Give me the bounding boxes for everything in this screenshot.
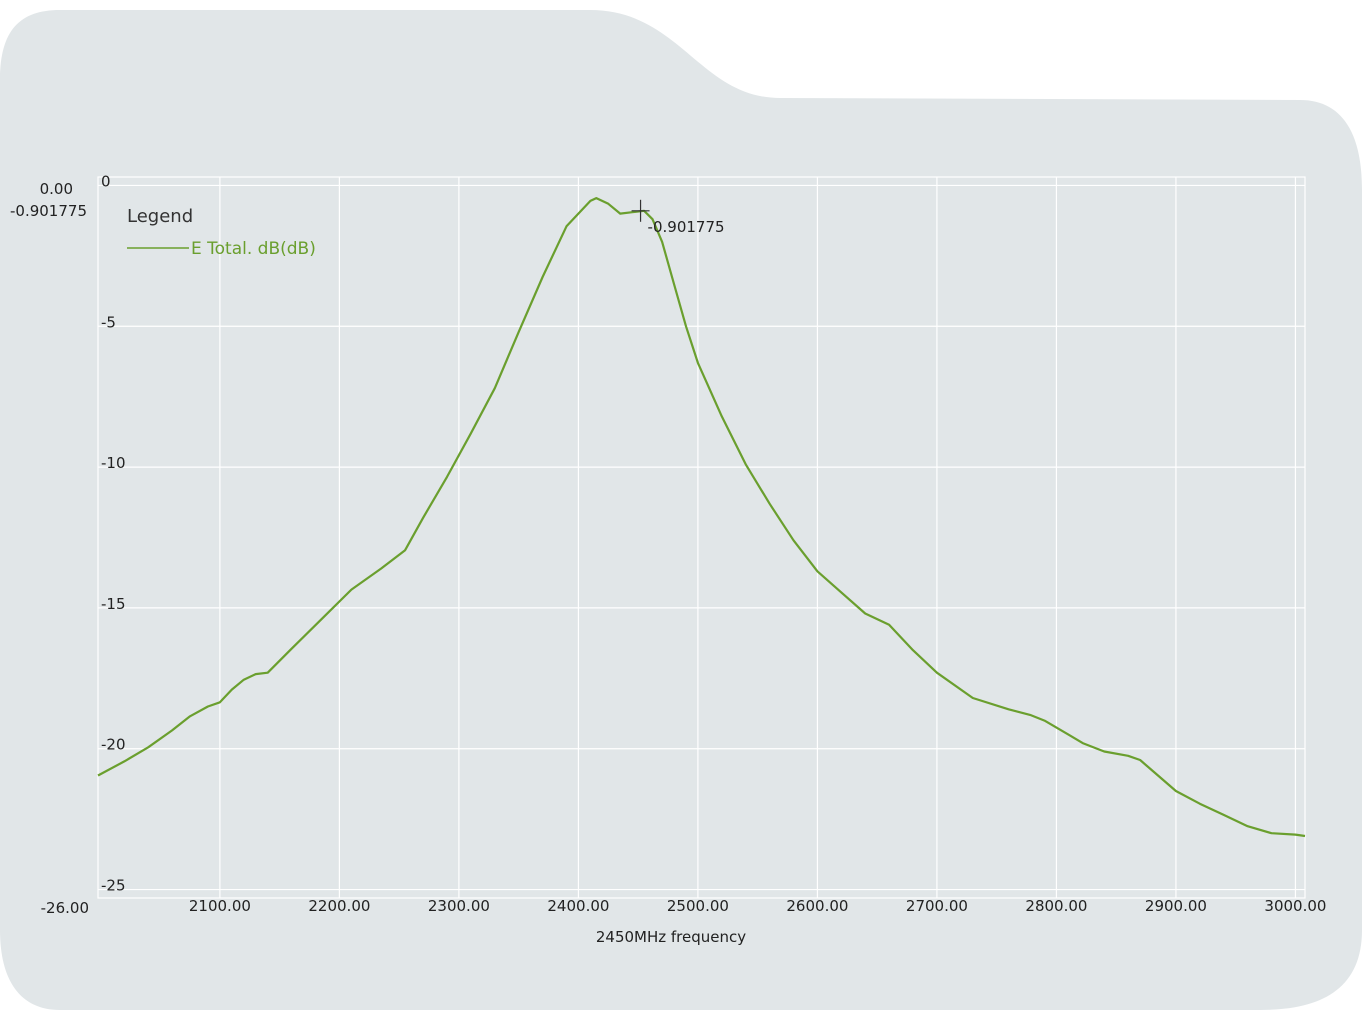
x-tick-label: 2800.00 (1025, 897, 1087, 915)
x-tick-label: 2200.00 (308, 897, 370, 915)
x-tick-label: 2100.00 (189, 897, 251, 915)
legend-entry-label: E Total. dB(dB) (191, 239, 316, 259)
y-tick-label: -5 (101, 313, 116, 331)
y-range-max-label: 0.00 (40, 180, 73, 198)
chart-background-panel (0, 10, 1362, 1010)
x-tick-labels: 2100.00 2200.00 2300.00 2400.00 2500.00 2600.… (189, 897, 1327, 915)
x-tick-label: 2300.00 (428, 897, 490, 915)
marker-layer: -0.901775 (631, 199, 725, 236)
grid-lines (97, 176, 1306, 899)
x-tick-label: 3000.00 (1264, 897, 1326, 915)
y-range-peak-label: -0.901775 (10, 202, 87, 220)
y-tick-label: -20 (101, 736, 126, 754)
x-tick-label: 2400.00 (547, 897, 609, 915)
x-tick-label: 2600.00 (786, 897, 848, 915)
legend: Legend E Total. dB(dB) (127, 206, 316, 259)
marker-value-label: -0.901775 (648, 218, 725, 236)
y-tick-labels: 0 -5 -10 -15 -20 -25 (101, 172, 126, 894)
y-range-min-label: -26.00 (41, 899, 89, 917)
y-tick-label: -15 (101, 595, 126, 613)
x-axis-label: 2450MHz frequency (596, 928, 746, 946)
y-tick-label: -25 (101, 877, 126, 895)
series-layer (97, 197, 1306, 838)
y-tick-label: -10 (101, 454, 126, 472)
x-tick-label: 2500.00 (667, 897, 729, 915)
x-tick-label: 2700.00 (906, 897, 968, 915)
series-line-e-total (97, 197, 1306, 838)
y-tick-label: 0 (101, 172, 111, 190)
plot-frame (97, 176, 1306, 899)
legend-title: Legend (127, 206, 193, 227)
x-tick-label: 2900.00 (1145, 897, 1207, 915)
